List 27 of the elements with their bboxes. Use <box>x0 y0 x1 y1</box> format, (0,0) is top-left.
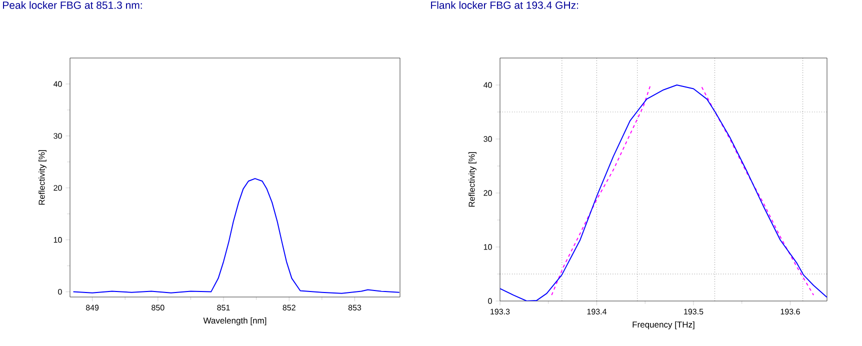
x-tick-label: 849 <box>86 304 99 310</box>
x-tick-label: 193.5 <box>684 308 704 314</box>
line-series <box>72 178 400 294</box>
chart-title: Peak locker FBG at 851.3 nm: <box>3 1 142 9</box>
x-tick-label: 851 <box>217 304 230 310</box>
x-tick-label: 193.4 <box>587 308 607 314</box>
y-axis-title: Reflectivity [%] <box>38 150 46 205</box>
y-tick-label: 30 <box>484 136 492 142</box>
line-series <box>500 84 828 301</box>
x-tick-label: 850 <box>152 304 164 310</box>
y-axis-title: Reflectivity [%] <box>468 152 476 207</box>
x-tick-label: 853 <box>348 304 362 310</box>
x-tick-label: 852 <box>282 304 296 310</box>
y-tick-label: 0 <box>58 288 62 295</box>
y-tick-label: 10 <box>484 244 492 250</box>
x-axis-title: Wavelength [nm] <box>203 317 266 326</box>
chart-title: Flank locker FBG at 193.4 GHz: <box>431 1 578 9</box>
y-tick-label: 10 <box>54 237 62 243</box>
x-tick-label: 193.6 <box>780 308 800 314</box>
y-tick-label: 40 <box>53 81 62 87</box>
y-tick-label: 30 <box>54 133 62 139</box>
y-tick-label: 0 <box>488 298 492 304</box>
y-tick-label: 20 <box>484 190 492 196</box>
x-tick-label: 193.3 <box>490 308 510 314</box>
y-tick-label: 20 <box>54 185 62 191</box>
y-tick-label: 40 <box>484 82 492 88</box>
x-axis-title: Frequency [THz] <box>632 321 694 330</box>
